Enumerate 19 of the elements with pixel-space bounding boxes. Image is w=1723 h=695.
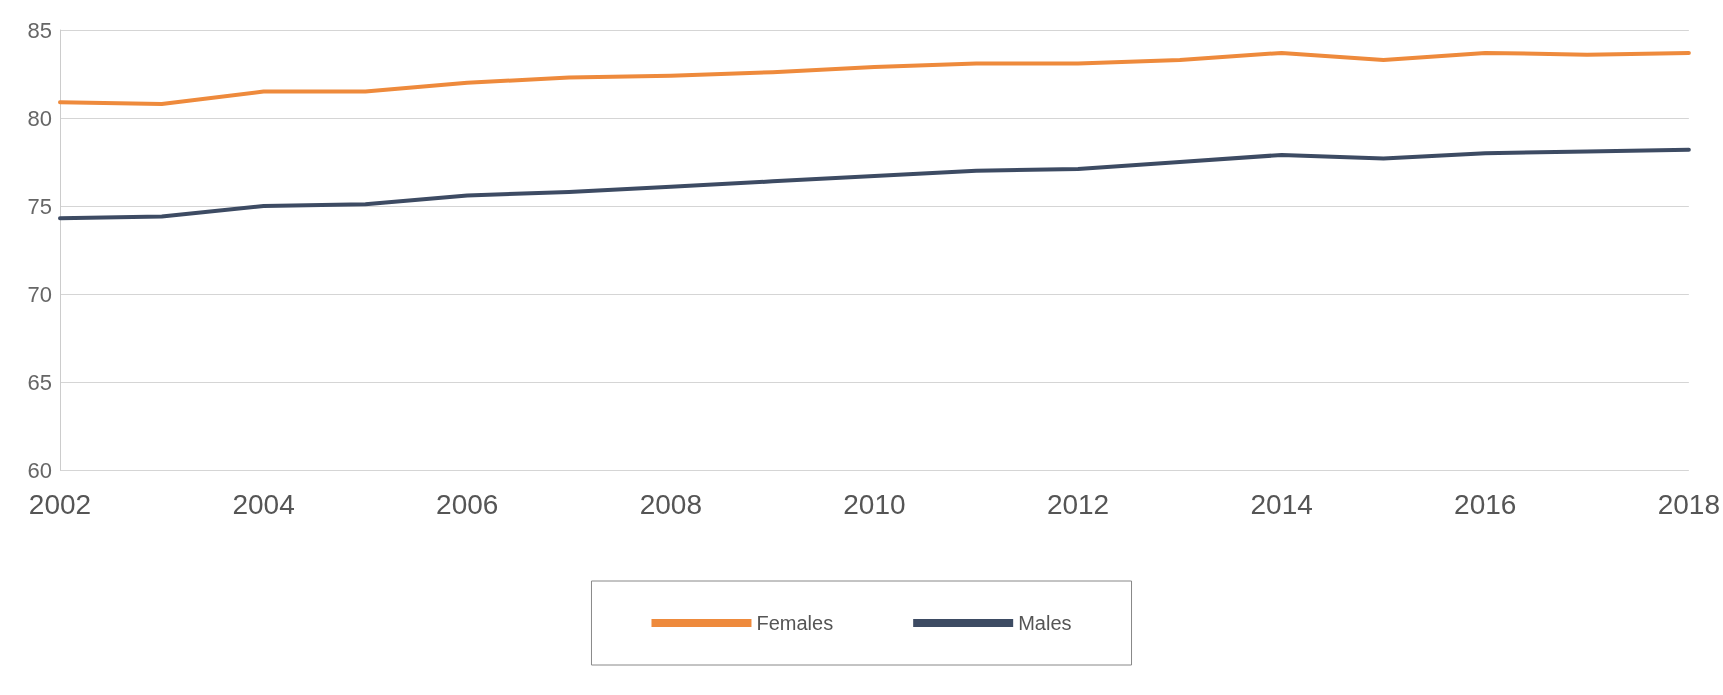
x-tick-label: 2010	[843, 488, 906, 520]
x-tick-label: 2008	[639, 488, 702, 520]
y-tick-label: 60	[27, 457, 52, 483]
x-tick-label: 2016	[1454, 488, 1517, 520]
line-series	[58, 50, 1691, 106]
y-tick-label: 65	[27, 369, 52, 395]
x-tick-label: 2002	[28, 488, 92, 520]
legend-label: Males	[1018, 612, 1072, 634]
x-tick-label: 2012	[1046, 488, 1110, 520]
x-tick-label: 2014	[1250, 488, 1313, 520]
line-series	[58, 147, 1691, 221]
y-tick-label: 70	[27, 281, 52, 307]
legend-label: Females	[756, 612, 834, 634]
y-tick-label: 85	[27, 17, 52, 43]
x-tick-label: 2004	[232, 488, 295, 520]
x-tick-label: 2006	[436, 488, 499, 520]
y-tick-label: 80	[27, 105, 52, 131]
x-tick-label: 2018	[1657, 488, 1720, 520]
y-tick-label: 75	[27, 193, 52, 219]
